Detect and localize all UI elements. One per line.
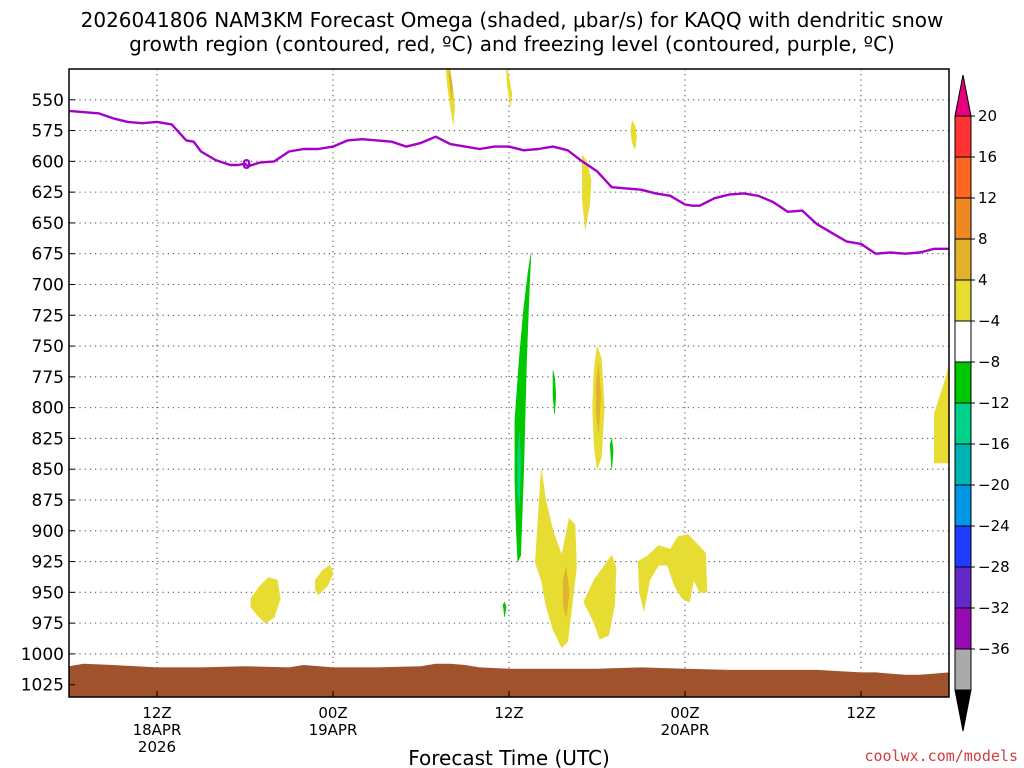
colorbar-label: 20 (978, 107, 997, 125)
y-tick-label: 850 (32, 460, 64, 480)
colorbar-label: 16 (978, 148, 997, 166)
colorbar-segment (954, 361, 972, 404)
x-tick-label: 20APR (661, 721, 710, 739)
y-tick-label: 575 (32, 122, 64, 142)
omega-region-6 (517, 431, 522, 507)
colorbar-segment (954, 115, 972, 158)
x-tick-label: 00Z (670, 704, 699, 722)
colorbar-label: −16 (978, 435, 1010, 453)
omega-region-15 (637, 534, 708, 612)
x-tick-label: 18APR (133, 721, 182, 739)
omega-region-4 (581, 154, 592, 230)
chart-title-line-1: 2026041806 NAM3KM Forecast Omega (shaded… (81, 8, 944, 32)
colorbar-label: −28 (978, 558, 1010, 576)
colorbar-segment (954, 525, 972, 568)
freezing-level-label: 0 (242, 158, 251, 173)
colorbar-label: −8 (978, 353, 1000, 371)
x-tick-label: 2026 (138, 738, 176, 756)
y-tick-label: 550 (32, 91, 64, 111)
y-tick-label: 725 (32, 306, 64, 326)
y-tick-label: 800 (32, 399, 64, 419)
colorbar-label: −32 (978, 599, 1010, 617)
y-tick-label: 675 (32, 245, 64, 265)
colorbar-segment (954, 402, 972, 445)
y-tick-label: 1025 (21, 676, 64, 696)
colorbar-segment (954, 320, 972, 363)
omega-region-13 (562, 567, 570, 618)
omega-region-16 (250, 577, 281, 624)
credit-text: coolwx.com/models (864, 747, 1018, 765)
ground-terrain (69, 663, 949, 697)
y-tick-label: 625 (32, 183, 64, 203)
freezing-level-line (69, 109, 949, 255)
omega-region-8 (609, 438, 614, 470)
x-axis-label: Forecast Time (UTC) (408, 746, 610, 768)
y-tick-label: 775 (32, 368, 64, 388)
colorbar-segment (954, 238, 972, 281)
x-tick-label: 12Z (142, 704, 171, 722)
x-tick-label: 12Z (494, 704, 523, 722)
omega-region-17 (315, 564, 334, 596)
omega-region-2 (506, 69, 513, 107)
omega-shading (250, 69, 949, 649)
colorbar-segment (954, 484, 972, 527)
omega-region-1 (448, 69, 453, 101)
y-tick-label: 825 (32, 429, 64, 449)
colorbar-segment (954, 156, 972, 199)
colorbar-segment (954, 648, 972, 691)
colorbar-label: 4 (978, 271, 988, 289)
colorbar-label: −20 (978, 476, 1010, 494)
plot-area: 0 (68, 68, 950, 698)
colorbar-label: −4 (978, 312, 1000, 330)
y-tick-label: 975 (32, 614, 64, 634)
y-tick-label: 950 (32, 583, 64, 603)
y-tick-label: 650 (32, 214, 64, 234)
colorbar-label: −24 (978, 517, 1010, 535)
chart-title-line-2: growth region (contoured, red, ºC) and f… (129, 32, 895, 56)
omega-region-9 (502, 601, 507, 618)
colorbar-label: 8 (978, 230, 988, 248)
colorbar-label: 12 (978, 189, 997, 207)
x-tick-label: 19APR (309, 721, 358, 739)
freezing-level-contour: 0 (69, 109, 949, 255)
colorbar-segment (954, 607, 972, 650)
ground-fill (69, 663, 949, 697)
y-tick-label: 750 (32, 337, 64, 357)
y-tick-label: 900 (32, 522, 64, 542)
x-tick-label: 12Z (846, 704, 875, 722)
omega-region-18 (933, 364, 949, 464)
omega-region-3 (630, 120, 637, 150)
y-tick-label: 925 (32, 553, 64, 573)
omega-region-14 (583, 555, 617, 640)
colorbar-bottom-arrow (954, 689, 972, 732)
grid (69, 69, 949, 697)
y-tick-label: 875 (32, 491, 64, 511)
colorbar-label: −36 (978, 640, 1010, 658)
x-tick-label: 00Z (318, 704, 347, 722)
colorbar-label: −12 (978, 394, 1010, 412)
colorbar-segment (954, 566, 972, 609)
y-tick-label: 700 (32, 275, 64, 295)
colorbar-segment (954, 197, 972, 240)
colorbar-segment (954, 279, 972, 322)
y-tick-label: 1000 (21, 645, 64, 665)
y-tick-label: 600 (32, 152, 64, 172)
omega-region-11 (595, 364, 602, 433)
omega-region-7 (552, 370, 557, 415)
y-axis: 550 575 600 625 650 675 700 725 750 775 800 825 850 8… (21, 91, 75, 696)
colorbar-top-arrow (954, 74, 972, 117)
colorbar: 20 16 12 8 4 −4 −8 −12 −16 −20 −24 −28 −32 −36 (954, 74, 1010, 732)
colorbar-segment (954, 443, 972, 486)
